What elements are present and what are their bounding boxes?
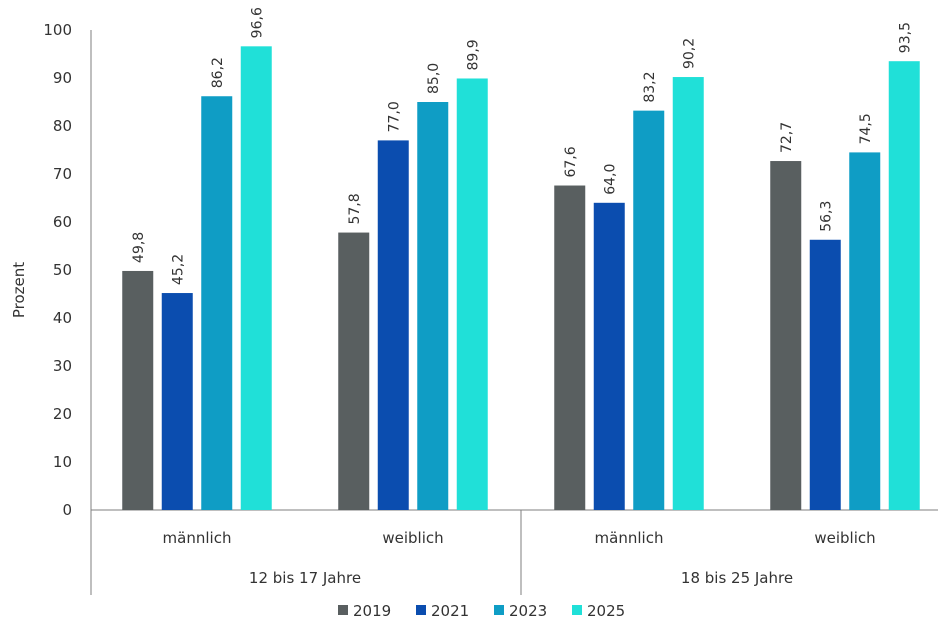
- bar-2021-3: [809, 239, 841, 510]
- bar-2023-3: [849, 152, 881, 510]
- category-label: männlich: [595, 529, 664, 547]
- data-label: 93,5: [897, 22, 913, 53]
- data-label: 83,2: [642, 71, 658, 102]
- bar-2021-0: [161, 293, 193, 510]
- y-tick-label: 80: [53, 117, 72, 135]
- legend-swatch: [416, 605, 426, 615]
- data-label: 64,0: [602, 164, 618, 195]
- bar-2021-2: [593, 202, 625, 511]
- data-label: 74,5: [858, 113, 874, 144]
- bar-2025-1: [456, 78, 488, 510]
- data-label: 86,2: [210, 57, 226, 88]
- y-tick-label: 70: [53, 165, 72, 183]
- bar-2021-1: [377, 140, 409, 510]
- bar-2025-2: [672, 77, 704, 510]
- data-label: 77,0: [386, 101, 402, 132]
- axes: 0 10 20 30 40 50 60 70 80 90 100 Prozent männlich wei…: [10, 21, 938, 595]
- legend-label: 2019: [353, 602, 391, 620]
- data-labels: 49,8 57,8 67,6 72,7 45,2 77,0 64,0 56,3 86,2 85,0…: [131, 7, 914, 285]
- legend-label: 2021: [431, 602, 469, 620]
- bar-2019-3: [770, 161, 802, 511]
- bar-2025-3: [888, 61, 920, 510]
- y-tick-label: 30: [53, 357, 72, 375]
- category-label: männlich: [163, 529, 232, 547]
- data-label: 67,6: [563, 146, 579, 177]
- legend-swatch: [338, 605, 348, 615]
- legend-label: 2023: [509, 602, 547, 620]
- y-tick-label: 0: [62, 501, 72, 519]
- bars: [122, 46, 920, 511]
- group-label: 18 bis 25 Jahre: [681, 569, 793, 587]
- bar-2019-1: [338, 232, 370, 510]
- y-tick-label: 10: [53, 453, 72, 471]
- data-label: 45,2: [170, 254, 186, 285]
- bar-2023-0: [201, 96, 233, 511]
- data-label: 85,0: [426, 63, 442, 94]
- legend-swatch: [572, 605, 582, 615]
- data-label: 96,6: [249, 7, 265, 38]
- legend: 2019 2021 2023 2025: [338, 602, 625, 620]
- bar-2019-0: [122, 270, 154, 510]
- y-tick-label: 20: [53, 405, 72, 423]
- category-label: weiblich: [814, 529, 875, 547]
- y-tick-label: 50: [53, 261, 72, 279]
- y-axis-label: Prozent: [10, 262, 28, 318]
- group-label: 12 bis 17 Jahre: [249, 569, 361, 587]
- data-label: 56,3: [818, 201, 834, 232]
- bar-2019-2: [554, 185, 586, 510]
- data-label: 72,7: [779, 122, 795, 153]
- bar-2023-2: [633, 110, 665, 510]
- data-label: 49,8: [131, 232, 147, 263]
- bar-2023-1: [417, 102, 449, 510]
- y-tick-label: 100: [43, 21, 72, 39]
- category-label: weiblich: [382, 529, 443, 547]
- legend-label: 2025: [587, 602, 625, 620]
- y-tick-label: 60: [53, 213, 72, 231]
- data-label: 89,9: [465, 39, 481, 70]
- y-tick-label: 40: [53, 309, 72, 327]
- data-label: 57,8: [347, 193, 363, 224]
- legend-swatch: [494, 605, 504, 615]
- data-label: 90,2: [681, 38, 697, 69]
- bar-2025-0: [240, 46, 272, 510]
- y-tick-label: 90: [53, 69, 72, 87]
